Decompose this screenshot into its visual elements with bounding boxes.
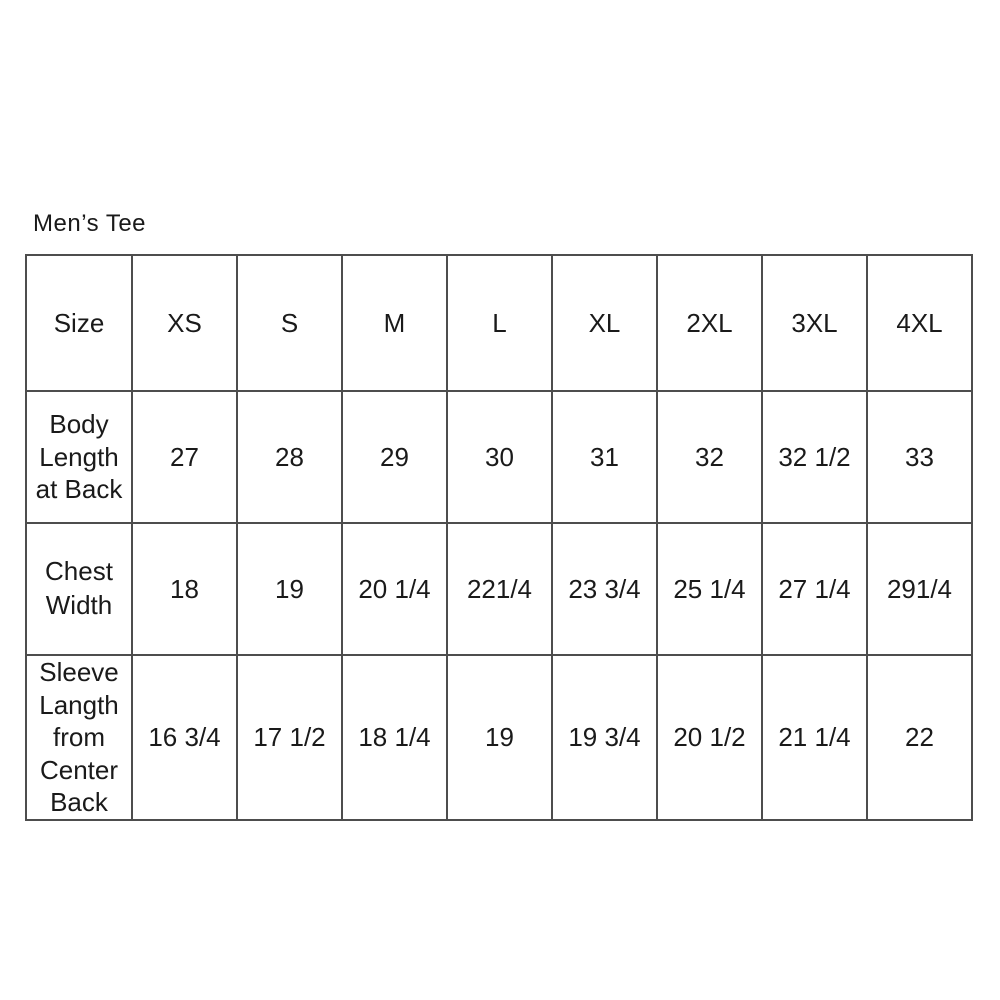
table-cell: 17 1/2 xyxy=(236,654,343,821)
table-cell: 20 1/2 xyxy=(656,654,763,821)
page-title: Men’s Tee xyxy=(33,210,147,237)
table-row-sleeve-length: Sleeve Langth from Center Back 16 3/4 17… xyxy=(25,654,973,821)
table-cell: 291/4 xyxy=(866,522,973,656)
table-cell: 20 1/4 xyxy=(341,522,448,656)
table-cell: 19 xyxy=(236,522,343,656)
table-cell: 18 1/4 xyxy=(341,654,448,821)
table-cell: 27 1/4 xyxy=(761,522,868,656)
row-label-chest-width: Chest Width xyxy=(25,522,133,656)
table-cell: 30 xyxy=(446,390,553,524)
header-cell-2xl: 2XL xyxy=(656,254,763,392)
table-cell: 19 xyxy=(446,654,553,821)
header-cell-4xl: 4XL xyxy=(866,254,973,392)
table-cell: 22 xyxy=(866,654,973,821)
table-cell: 31 xyxy=(551,390,658,524)
table-row-body-length: Body Length at Back 27 28 29 30 31 32 32… xyxy=(25,390,973,524)
table-cell: 28 xyxy=(236,390,343,524)
table-cell: 18 xyxy=(131,522,238,656)
header-row: Size XS S M L XL 2XL 3XL 4XL xyxy=(25,254,973,392)
table-cell: 19 3/4 xyxy=(551,654,658,821)
size-chart-table: Size XS S M L XL 2XL 3XL 4XL Body Length… xyxy=(25,254,973,821)
table-cell: 16 3/4 xyxy=(131,654,238,821)
table-cell: 32 xyxy=(656,390,763,524)
header-cell-size: Size xyxy=(25,254,133,392)
header-cell-xl: XL xyxy=(551,254,658,392)
table-cell: 29 xyxy=(341,390,448,524)
row-label-sleeve-length: Sleeve Langth from Center Back xyxy=(25,654,133,821)
table-cell: 33 xyxy=(866,390,973,524)
table-cell: 25 1/4 xyxy=(656,522,763,656)
header-cell-s: S xyxy=(236,254,343,392)
table-row-chest-width: Chest Width 18 19 20 1/4 221/4 23 3/4 25… xyxy=(25,522,973,656)
header-cell-l: L xyxy=(446,254,553,392)
table-cell: 27 xyxy=(131,390,238,524)
header-cell-xs: XS xyxy=(131,254,238,392)
row-label-body-length: Body Length at Back xyxy=(25,390,133,524)
header-cell-m: M xyxy=(341,254,448,392)
header-cell-3xl: 3XL xyxy=(761,254,868,392)
table-cell: 23 3/4 xyxy=(551,522,658,656)
table-cell: 21 1/4 xyxy=(761,654,868,821)
table-cell: 221/4 xyxy=(446,522,553,656)
table-cell: 32 1/2 xyxy=(761,390,868,524)
